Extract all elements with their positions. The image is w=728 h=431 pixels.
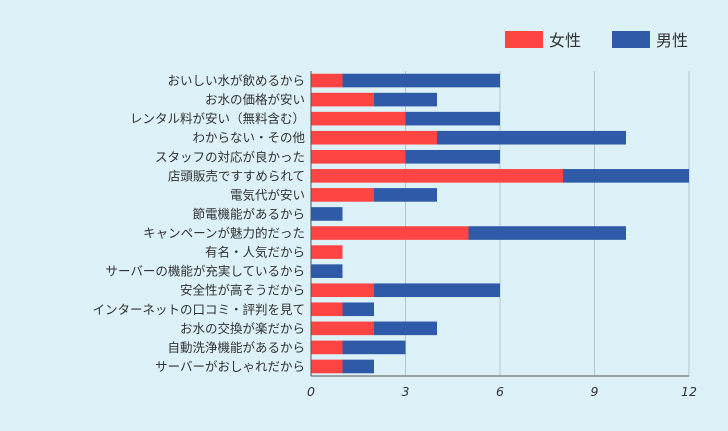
bar-segment-male: [437, 130, 626, 145]
category-label: わからない・その他: [192, 130, 305, 145]
bar-segment-female: [311, 340, 343, 355]
category-label: 有名・人気だから: [205, 245, 305, 260]
bar-segment-male: [468, 226, 626, 240]
category-label: 自動洗浄機能があるから: [167, 340, 305, 355]
bar-segment-female: [311, 111, 406, 126]
bar-segment-female: [311, 169, 563, 183]
x-tick-label: 6: [496, 384, 504, 399]
category-label: 安全性が高そうだから: [180, 283, 305, 298]
legend-label: 男性: [656, 31, 688, 50]
category-label: スタッフの対応が良かった: [155, 149, 305, 164]
category-label: 電気代が安い: [230, 187, 305, 202]
category-label: キャンペーンが魅力的だった: [143, 226, 305, 241]
category-label: サーバーの機能が充実しているから: [105, 264, 305, 279]
bar-segment-female: [311, 359, 343, 374]
bar-segment-male: [405, 149, 500, 164]
legend-swatch: [505, 31, 543, 48]
category-label: おいしい水が飲めるから: [167, 73, 305, 88]
category-label: お水の交換が楽だから: [180, 321, 305, 336]
bar-segment-male: [342, 340, 406, 355]
category-label: レンタル料が安い（無料含む）: [130, 111, 305, 126]
bar-segment-female: [311, 302, 343, 317]
x-tick-label: 12: [681, 384, 697, 399]
bars: [311, 73, 689, 374]
legend: 女性 男性: [505, 31, 688, 50]
bar-segment-male: [311, 207, 343, 221]
bar-segment-male: [342, 302, 374, 317]
bar-segment-female: [311, 245, 343, 259]
category-label: 店頭販売ですすめられて: [168, 168, 305, 183]
bar-segment-male: [342, 359, 374, 374]
bar-segment-male: [374, 188, 437, 202]
category-label: お水の価格が安い: [205, 92, 305, 107]
axes: [310, 71, 689, 377]
bar-segment-male: [311, 264, 343, 278]
category-label: 節電機能があるから: [192, 206, 305, 221]
x-tick-label: 0: [307, 384, 315, 399]
bar-segment-female: [311, 130, 437, 145]
bar-segment-male: [374, 321, 437, 336]
x-tick-label: 9: [591, 384, 599, 399]
bar-segment-female: [311, 149, 406, 164]
legend-label: 女性: [549, 31, 581, 50]
category-label: インターネットの口コミ・評判を見て: [92, 302, 305, 317]
bar-segment-female: [311, 92, 374, 107]
bar-segment-female: [311, 73, 343, 88]
x-tick-labels: 0 3 6 9 12: [307, 384, 697, 399]
x-tick-label: 3: [402, 384, 410, 399]
bar-segment-male: [405, 111, 500, 126]
bar-segment-male: [374, 283, 500, 298]
bar-segment-female: [311, 226, 469, 240]
bar-segment-female: [311, 321, 374, 336]
bar-segment-male: [374, 92, 437, 107]
bar-segment-male: [342, 73, 500, 88]
bar-segment-female: [311, 283, 374, 298]
bar-segment-male: [563, 169, 689, 183]
category-label: サーバーがおしゃれだから: [155, 359, 305, 374]
bar-segment-female: [311, 188, 374, 202]
legend-swatch: [612, 31, 650, 48]
